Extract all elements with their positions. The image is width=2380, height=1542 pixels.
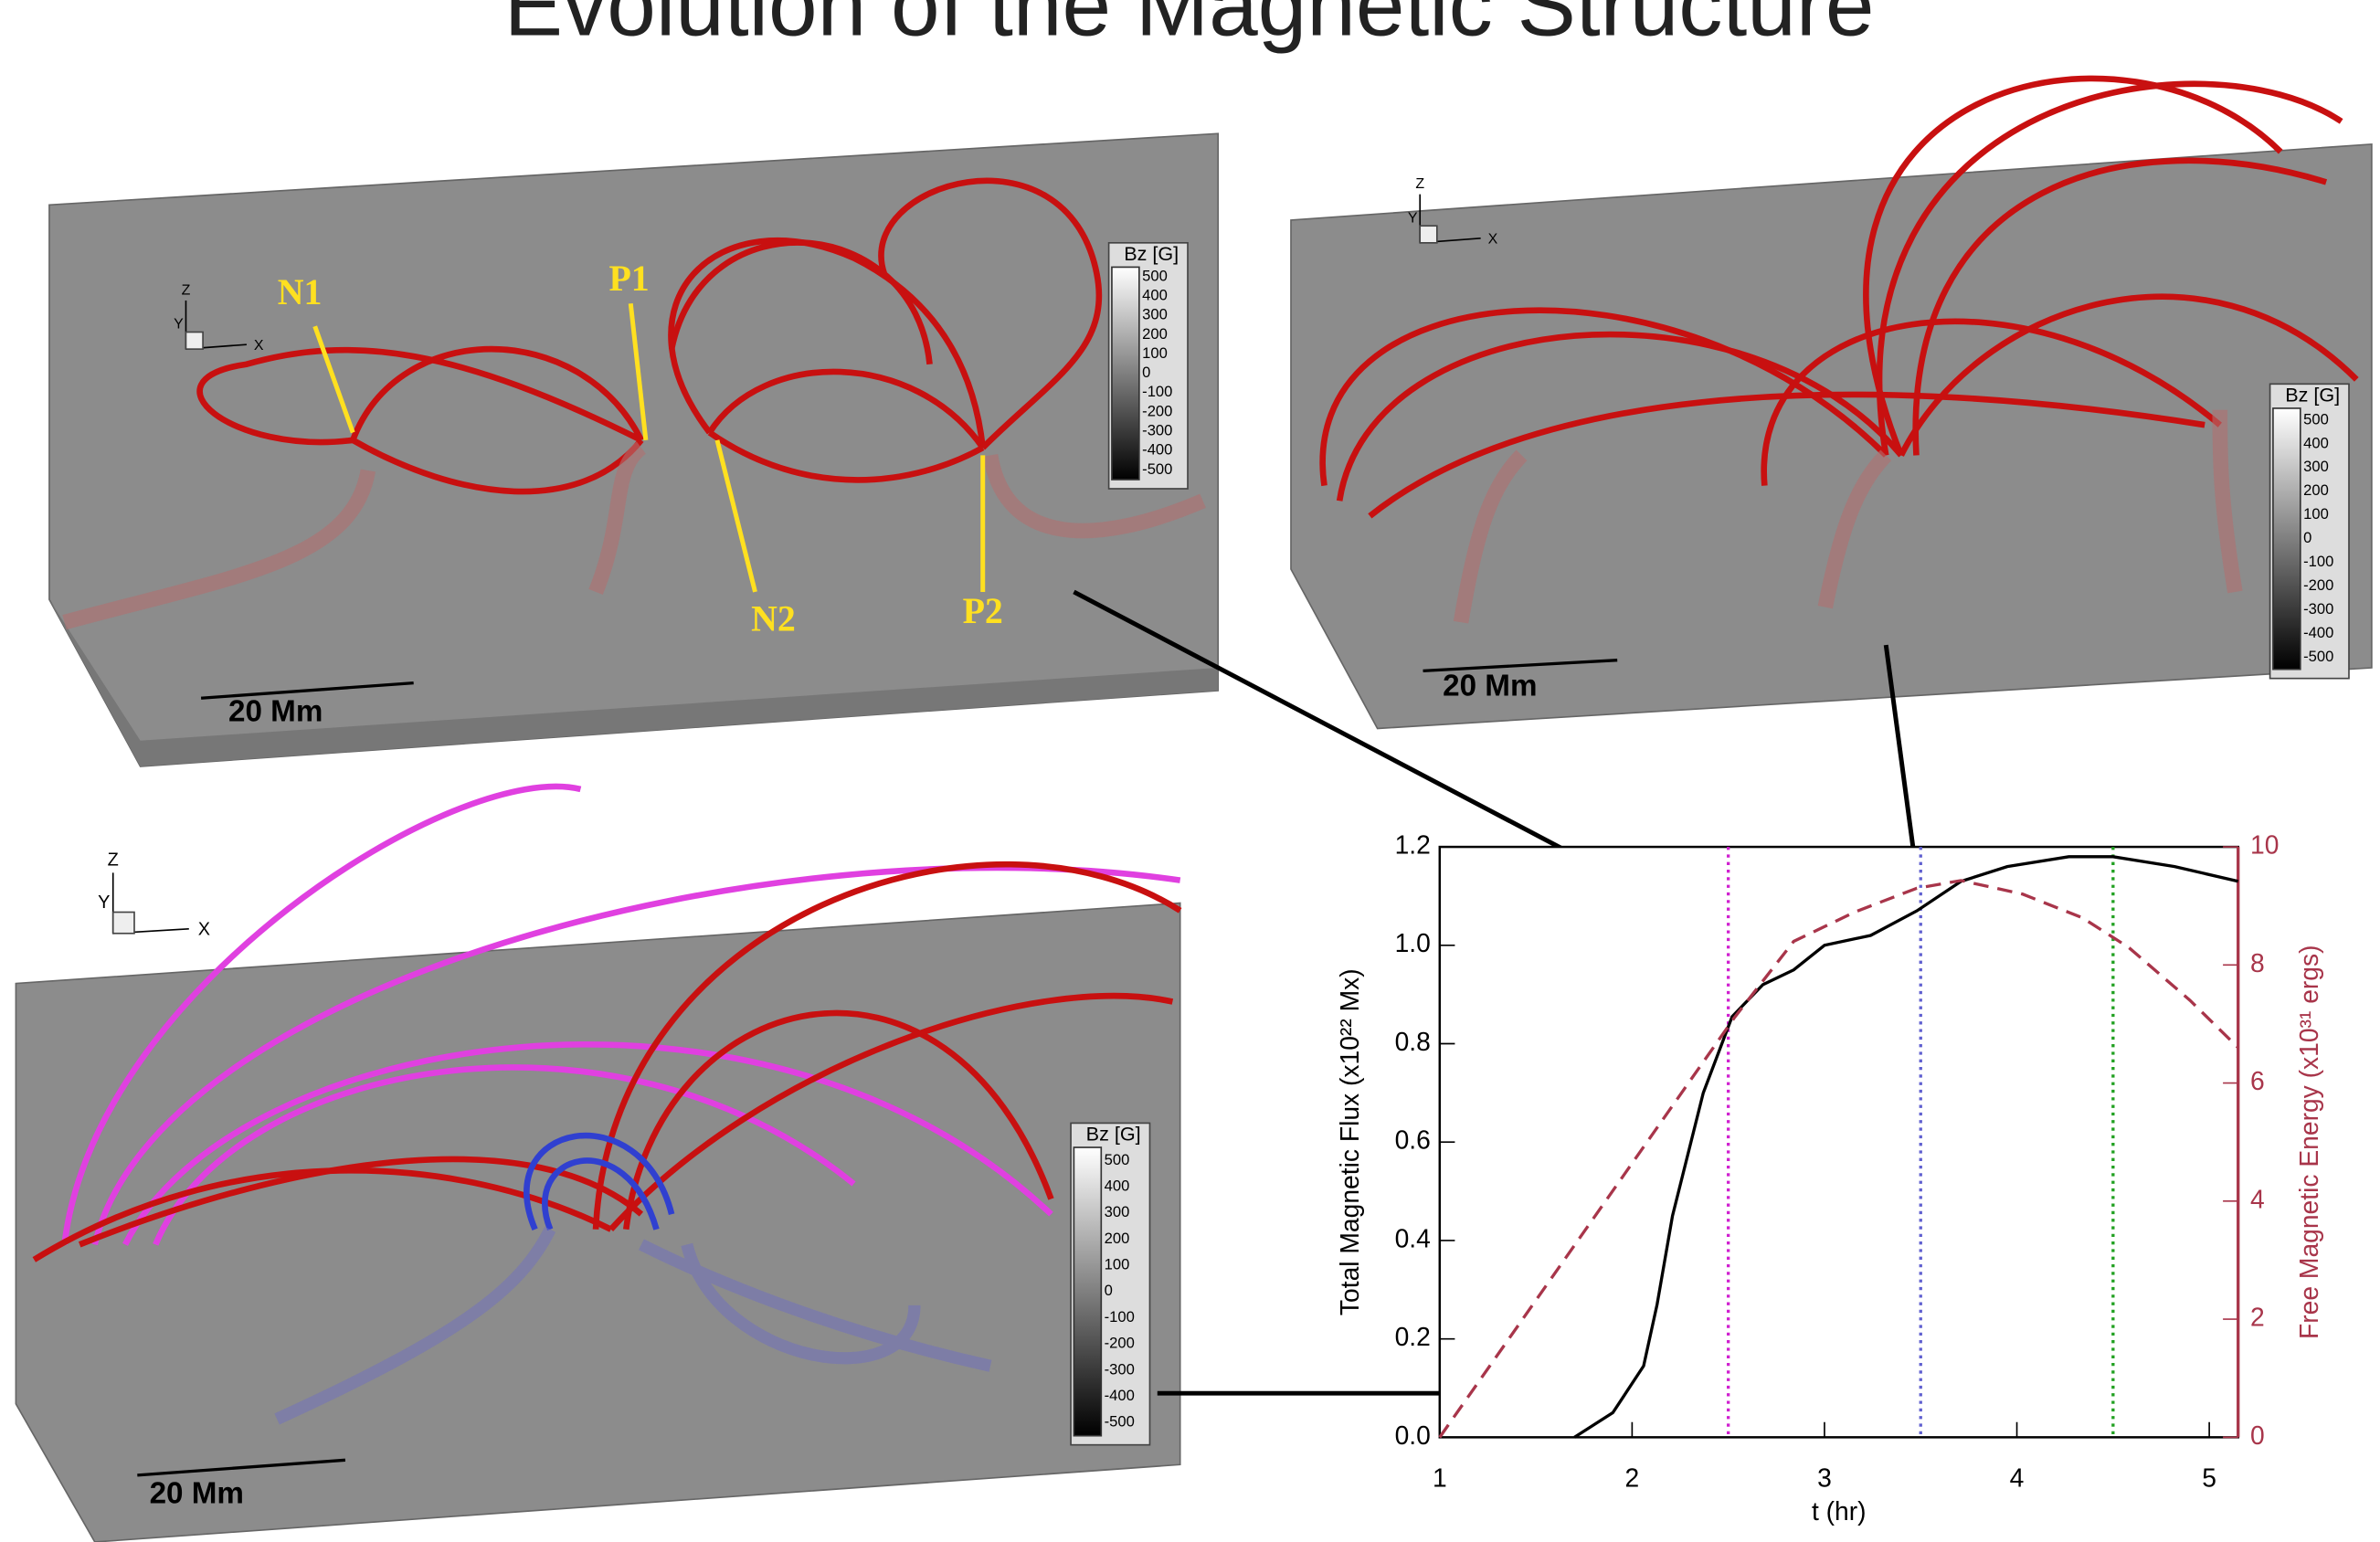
colorbar-tick: -100 [1142, 383, 1172, 400]
page: Evolution of the Magnetic Structure N1 P1… [0, 0, 2380, 1542]
y-tick-label: 0.8 [1395, 1027, 1431, 1056]
panel-1 [49, 133, 1218, 766]
x-tick-label: 1 [1433, 1463, 1447, 1492]
scale-bar-label: 20 Mm [1443, 669, 1537, 702]
colorbar-tick: 500 [1142, 267, 1168, 284]
colorbar-tick: 200 [1142, 325, 1168, 343]
colorbar-title: Bz [G] [1124, 242, 1179, 265]
axis-box [185, 333, 203, 350]
colorbar [1074, 1147, 1101, 1436]
colorbar [1112, 267, 1139, 480]
axis-y-label: Y [98, 892, 110, 913]
y-tick-label: 1.0 [1395, 928, 1431, 957]
colorbar [2273, 408, 2301, 670]
colorbar-tick: -400 [1142, 441, 1172, 459]
colorbar-tick: -300 [1142, 422, 1172, 439]
axis-x-label: X [254, 338, 264, 354]
y2-axis-label: Free Magnetic Energy (x10³¹ ergs) [2294, 945, 2323, 1339]
pole-label: N2 [751, 597, 796, 639]
colorbar-tick: -200 [1105, 1335, 1135, 1352]
colorbar-tick: -400 [2303, 624, 2333, 641]
axis-y-label: Y [174, 317, 184, 333]
colorbar-tick: -500 [2303, 648, 2333, 665]
y-tick-label: 0.0 [1395, 1421, 1431, 1450]
panel-3 [16, 787, 1179, 1542]
y-tick-label: 0.6 [1395, 1125, 1431, 1155]
colorbar-tick: 0 [2303, 529, 2311, 546]
y-tick-label: 0.2 [1395, 1322, 1431, 1351]
colorbar-tick: -100 [2303, 553, 2333, 570]
x-tick-label: 2 [1625, 1463, 1640, 1492]
axis-box [113, 913, 134, 934]
colorbar-tick: -200 [1142, 402, 1172, 419]
axis-x-label: X [1488, 232, 1498, 248]
colorbar-tick: 500 [1105, 1151, 1130, 1168]
y-tick-label: 0.4 [1395, 1223, 1431, 1252]
colorbar-tick: 100 [1105, 1256, 1130, 1273]
y-axis-label: Total Magnetic Flux (x10²² Mx) [1335, 968, 1364, 1315]
plot-frame [1440, 847, 2238, 1437]
y2-tick-label: 10 [2250, 830, 2279, 860]
colorbar-tick: -200 [2303, 576, 2333, 594]
y2-tick-label: 8 [2250, 948, 2265, 977]
colorbar-tick: 0 [1105, 1282, 1113, 1299]
colorbar-tick: -500 [1105, 1413, 1135, 1431]
colorbar-tick: 200 [2303, 481, 2329, 499]
pole-label: P1 [608, 258, 649, 299]
colorbar-tick: 100 [1142, 344, 1168, 362]
panel-2 [1291, 79, 2372, 729]
y2-tick-label: 4 [2250, 1184, 2265, 1213]
y2-tick-label: 6 [2250, 1066, 2265, 1095]
colorbar-tick: 100 [2303, 505, 2329, 523]
slide-title: Evolution of the Magnetic Structure [504, 0, 1875, 55]
colorbar-tick: 0 [1142, 364, 1150, 381]
colorbar-tick: -300 [1105, 1360, 1135, 1378]
colorbar-tick: 300 [1105, 1203, 1130, 1220]
pole-label: P2 [963, 590, 1003, 631]
scale-bar-label: 20 Mm [228, 695, 323, 729]
colorbar-tick: -100 [1105, 1308, 1135, 1325]
colorbar-tick: -400 [1105, 1387, 1135, 1404]
colorbar-title: Bz [G] [1086, 1122, 1141, 1145]
colorbar-tick: 200 [1105, 1230, 1130, 1247]
colorbar-title: Bz [G] [2285, 383, 2340, 406]
x-tick-label: 3 [1817, 1463, 1832, 1492]
axis-y-label: Y [1408, 210, 1418, 226]
pole-label: N1 [278, 271, 323, 312]
axis-z-label: Z [1415, 176, 1424, 192]
colorbar-tick: -300 [2303, 600, 2333, 618]
x-tick-label: 4 [2010, 1463, 2025, 1492]
colorbar-tick: -500 [1142, 460, 1172, 478]
y2-tick-label: 0 [2250, 1421, 2265, 1450]
y-tick-label: 1.2 [1395, 830, 1431, 860]
axis-box [1420, 226, 1437, 243]
axis-z-label: Z [108, 850, 119, 870]
colorbar-tick: 500 [2303, 410, 2329, 428]
axis-z-label: Z [182, 283, 191, 299]
y2-tick-label: 2 [2250, 1303, 2265, 1332]
colorbar-tick: 300 [2303, 458, 2329, 475]
x-axis-label: t (hr) [1812, 1496, 1867, 1526]
scale-bar-label: 20 Mm [150, 1476, 244, 1510]
colorbar-tick: 300 [1142, 306, 1168, 323]
colorbar-tick: 400 [1142, 287, 1168, 304]
colorbar-tick: 400 [1105, 1177, 1130, 1194]
colorbar-tick: 400 [2303, 434, 2329, 451]
slide: Evolution of the Magnetic Structure N1 P1… [0, 0, 2380, 1542]
axis-x-label: X [198, 920, 210, 940]
x-tick-label: 5 [2202, 1463, 2216, 1492]
